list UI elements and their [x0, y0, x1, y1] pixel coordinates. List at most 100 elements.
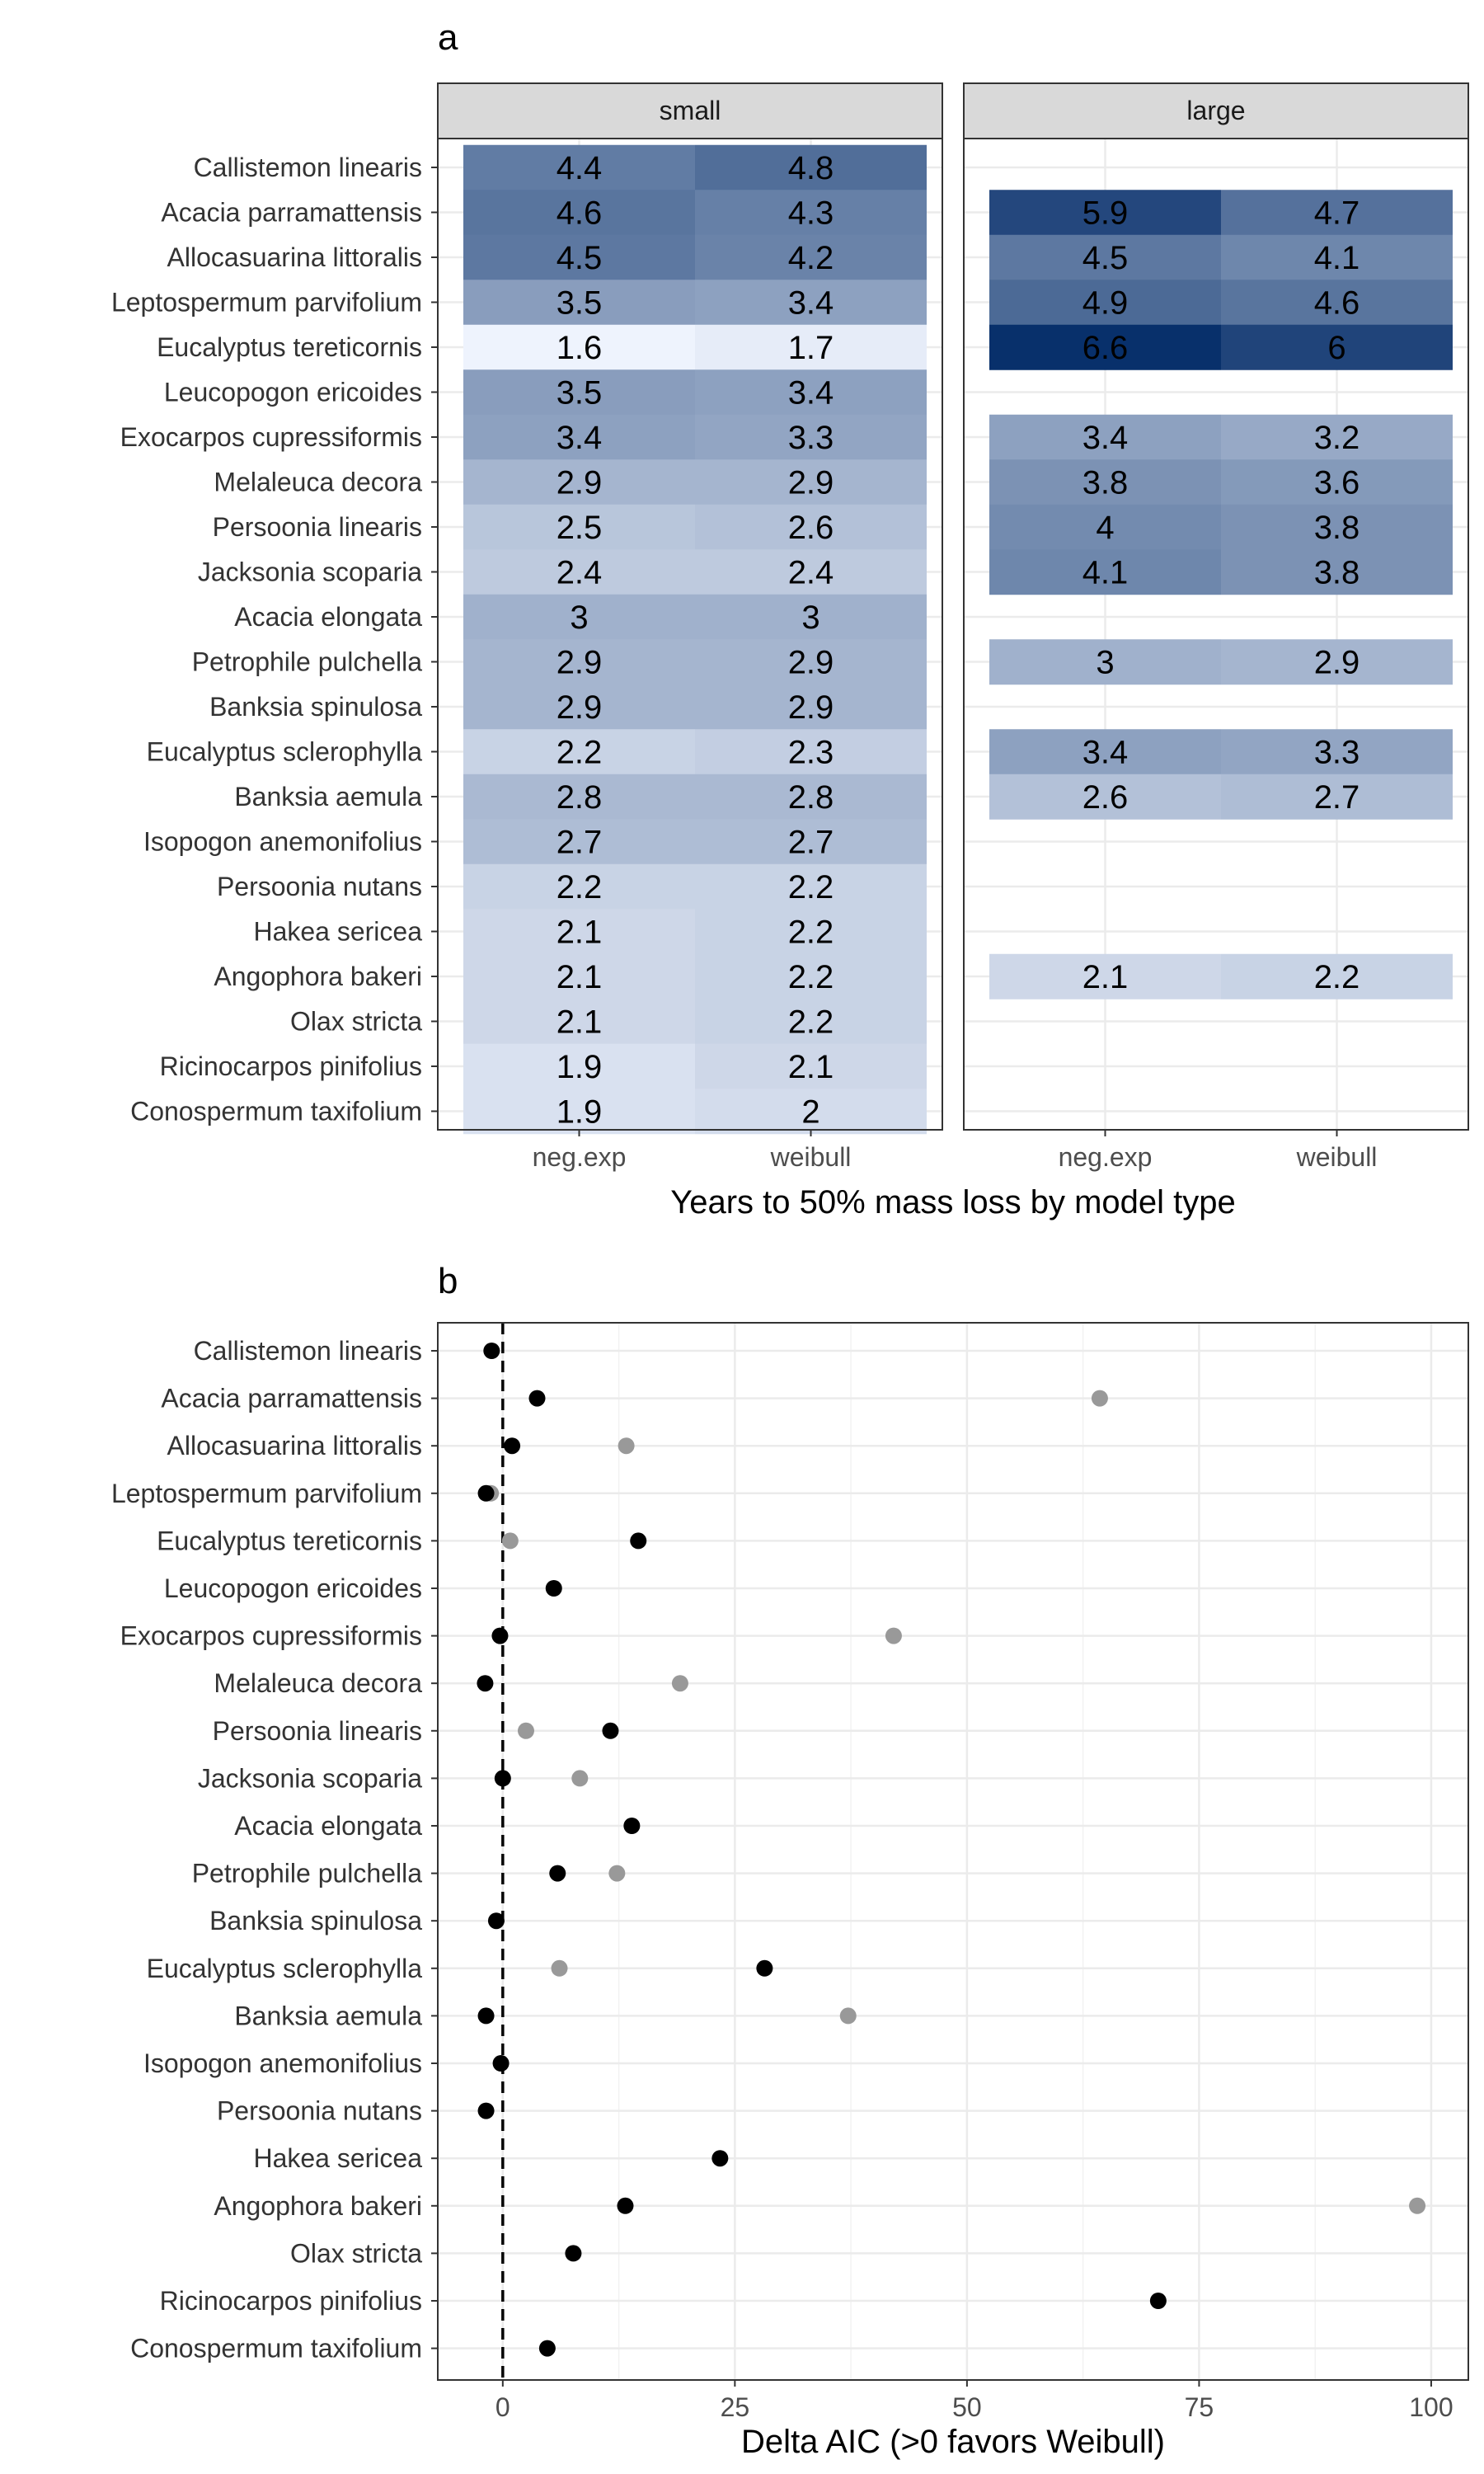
panel-b-x-ticks: 0 25 50 75 100 — [495, 2380, 1453, 2422]
species-label: Eucalyptus tereticornis — [157, 1526, 422, 1555]
point-black — [565, 2245, 582, 2262]
heatmap-cell — [695, 999, 927, 1045]
heatmap-cell — [695, 684, 927, 730]
cell-value-label: 2.2 — [556, 869, 603, 905]
heatmap-cell — [695, 459, 927, 506]
cell-value-label: 3.3 — [1314, 735, 1360, 771]
heatmap-cell — [989, 729, 1221, 775]
cell-value-label: 2.9 — [556, 645, 603, 681]
cell-value-label: 2.2 — [788, 959, 834, 995]
cell-value-label: 2.9 — [556, 465, 603, 501]
species-label: Banksia aemula — [234, 2001, 422, 2030]
species-label: Conospermum taxifolium — [130, 2334, 422, 2363]
point-black — [1149, 2293, 1167, 2309]
cell-value-label: 4.1 — [1314, 240, 1360, 276]
strip-large — [963, 82, 1469, 139]
cell-value-label: 2.2 — [788, 915, 834, 951]
species-label: Ricinocarpos pinifolius — [160, 1051, 422, 1081]
cell-value-label: 4.7 — [1314, 195, 1360, 232]
heatmap-cell — [1221, 459, 1453, 506]
heatmap-cell — [1221, 774, 1453, 820]
column-tick-label: weibull — [770, 1142, 852, 1172]
strip-label-large: large — [1186, 96, 1245, 125]
heatmap-cell — [1221, 324, 1453, 370]
heatmap-cell — [695, 549, 927, 595]
cell-value-label: 3.5 — [556, 375, 603, 412]
cell-value-label: 3.5 — [556, 285, 603, 322]
species-label: Hakea sericea — [253, 917, 422, 947]
point-black — [528, 1390, 546, 1407]
cell-value-label: 3.6 — [1314, 465, 1360, 501]
cell-value-label: 2.9 — [788, 465, 834, 501]
cell-value-label: 3.8 — [1314, 555, 1360, 591]
heatmap-cell — [463, 594, 695, 640]
point-black — [477, 1675, 494, 1692]
heatmap-cell — [463, 909, 695, 955]
point-black — [483, 1343, 500, 1359]
heatmap-cell — [989, 324, 1221, 370]
species-label: Angophora bakeri — [214, 962, 422, 991]
panel-a-column-ticks: neg.exp weibull neg.exp weibull — [533, 1130, 1377, 1172]
species-label: Allocasuarina littoralis — [167, 1431, 422, 1460]
point-black — [549, 1865, 566, 1882]
cell-value-label: 2.9 — [1314, 645, 1360, 681]
heatmap-cell — [695, 280, 927, 326]
heatmap-cell — [463, 953, 695, 999]
cell-value-label: 3.8 — [1314, 510, 1360, 546]
cell-value-label: 2.2 — [788, 869, 834, 905]
cell-value-label: 3.8 — [1082, 465, 1129, 501]
cell-value-label: 4.5 — [1082, 240, 1129, 276]
heatmap-cell — [695, 144, 927, 190]
heatmap-cell — [463, 324, 695, 370]
heatmap-cell — [989, 280, 1221, 326]
point-black — [494, 1770, 511, 1787]
cells-large: 5.9 4.7 4.5 4.1 4.9 4.6 6.6 6 3.4 3.2 3.8 3.6 4 3.8 4.… — [989, 190, 1453, 999]
heatmap-cell — [695, 774, 927, 820]
point-black — [487, 1912, 505, 1930]
heatmap-cell — [695, 953, 927, 999]
point-grey — [608, 1865, 626, 1882]
cell-value-label: 2.8 — [788, 779, 834, 816]
x-tick-label: 50 — [952, 2392, 982, 2422]
cell-value-label: 5.9 — [1082, 195, 1129, 232]
heatmap-cell — [989, 504, 1221, 550]
species-label: Persoonia nutans — [217, 872, 422, 901]
cell-value-label: 2.6 — [1082, 779, 1129, 816]
point-grey — [551, 1959, 568, 1977]
cell-value-label: 6.6 — [1082, 330, 1129, 366]
delta-aic-points — [477, 1343, 1426, 2357]
cell-value-label: 1.9 — [556, 1049, 603, 1085]
cell-value-label: 4.5 — [556, 240, 603, 276]
heatmap-cell — [1221, 953, 1453, 999]
column-tick-label: neg.exp — [533, 1142, 627, 1172]
heatmap-cell — [989, 953, 1221, 999]
plot-area-b — [438, 1323, 1468, 2380]
heatmap-cell — [463, 504, 695, 550]
species-label: Ricinocarpos pinifolius — [160, 2286, 422, 2316]
heatmap-cell — [463, 459, 695, 506]
panel-b-species-labels: Callistemon linearis Acacia parramattensi… — [111, 1336, 438, 2363]
cell-value-label: 1.7 — [788, 330, 834, 366]
cell-value-label: 6 — [1327, 330, 1345, 366]
cell-value-label: 3.4 — [556, 420, 603, 456]
cell-value-label: 4.6 — [1314, 285, 1360, 322]
cell-value-label: 2.2 — [556, 735, 603, 771]
point-grey — [571, 1770, 589, 1787]
cell-value-label: 4.1 — [1082, 555, 1129, 591]
heatmap-cell — [695, 863, 927, 910]
cell-value-label: 2.1 — [788, 1049, 834, 1085]
point-black — [477, 1484, 495, 1502]
heatmap-cell — [463, 819, 695, 865]
species-label: Allocasuarina littoralis — [167, 242, 422, 272]
species-label: Angophora bakeri — [214, 2191, 422, 2221]
species-label: Jacksonia scoparia — [198, 557, 422, 587]
cell-value-label: 3.4 — [788, 285, 834, 322]
cell-value-label: 2.1 — [556, 1004, 603, 1041]
cell-value-label: 1.6 — [556, 330, 603, 366]
panel-border-small — [437, 138, 943, 1131]
heatmap-cell — [463, 144, 695, 190]
heatmap-cell — [463, 1089, 695, 1135]
cell-value-label: 4.8 — [788, 150, 834, 186]
panel-a-tag: a — [438, 17, 458, 58]
heatmap-cell — [463, 549, 695, 595]
